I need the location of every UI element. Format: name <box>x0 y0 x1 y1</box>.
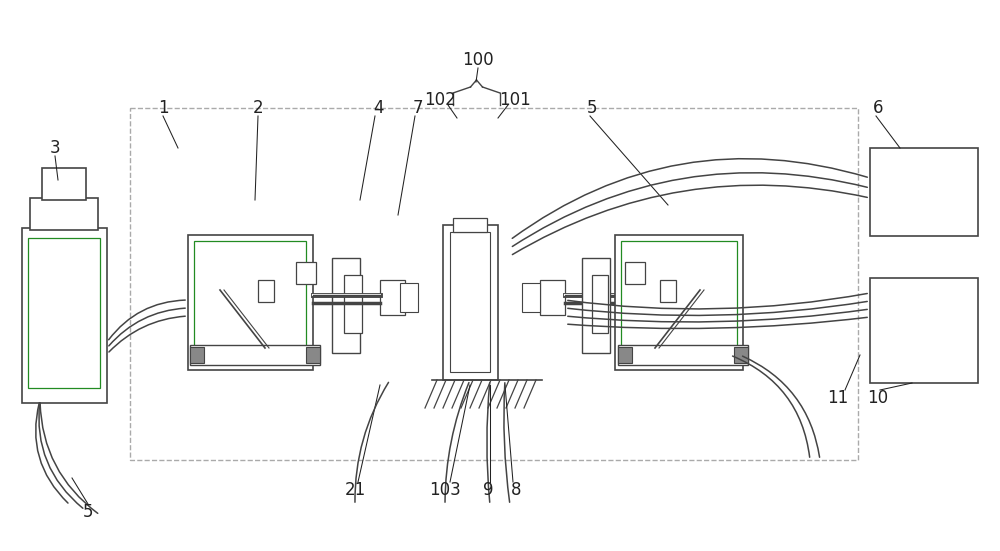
Bar <box>344 275 362 333</box>
Bar <box>306 347 320 363</box>
Text: 9: 9 <box>483 481 493 499</box>
Bar <box>453 218 487 232</box>
Text: 6: 6 <box>873 99 883 117</box>
Bar <box>540 280 565 315</box>
Bar <box>380 280 405 315</box>
Bar <box>190 347 204 363</box>
Bar <box>258 280 274 302</box>
Text: 1: 1 <box>158 99 168 117</box>
Bar <box>130 108 858 460</box>
Bar <box>28 238 100 388</box>
Bar <box>615 235 743 370</box>
Bar <box>190 345 320 365</box>
Bar <box>582 258 610 353</box>
Bar <box>734 347 748 363</box>
Text: 101: 101 <box>499 91 531 109</box>
Bar <box>660 280 676 302</box>
Text: 7: 7 <box>413 99 423 117</box>
Bar <box>296 262 316 284</box>
Bar <box>22 228 107 403</box>
Bar <box>450 232 490 372</box>
Bar <box>332 258 360 353</box>
Text: 5: 5 <box>83 503 93 521</box>
Bar <box>42 168 86 200</box>
Bar <box>618 347 632 363</box>
Bar <box>870 148 978 236</box>
Text: 21: 21 <box>344 481 366 499</box>
Bar <box>443 225 498 380</box>
Text: 103: 103 <box>429 481 461 499</box>
Bar <box>188 235 313 370</box>
Text: 8: 8 <box>511 481 521 499</box>
Text: 102: 102 <box>424 91 456 109</box>
Text: 11: 11 <box>827 389 849 407</box>
Bar <box>400 283 418 312</box>
Text: 100: 100 <box>462 51 494 69</box>
Bar <box>194 241 306 363</box>
Bar <box>592 275 608 333</box>
Bar <box>522 283 540 312</box>
Bar <box>618 345 748 365</box>
Bar <box>621 241 737 363</box>
Bar <box>870 278 978 383</box>
Text: 3: 3 <box>50 139 60 157</box>
Text: 5: 5 <box>587 99 597 117</box>
Text: 2: 2 <box>253 99 263 117</box>
Text: 10: 10 <box>867 389 889 407</box>
Text: 4: 4 <box>373 99 383 117</box>
Bar <box>625 262 645 284</box>
Bar <box>30 198 98 230</box>
